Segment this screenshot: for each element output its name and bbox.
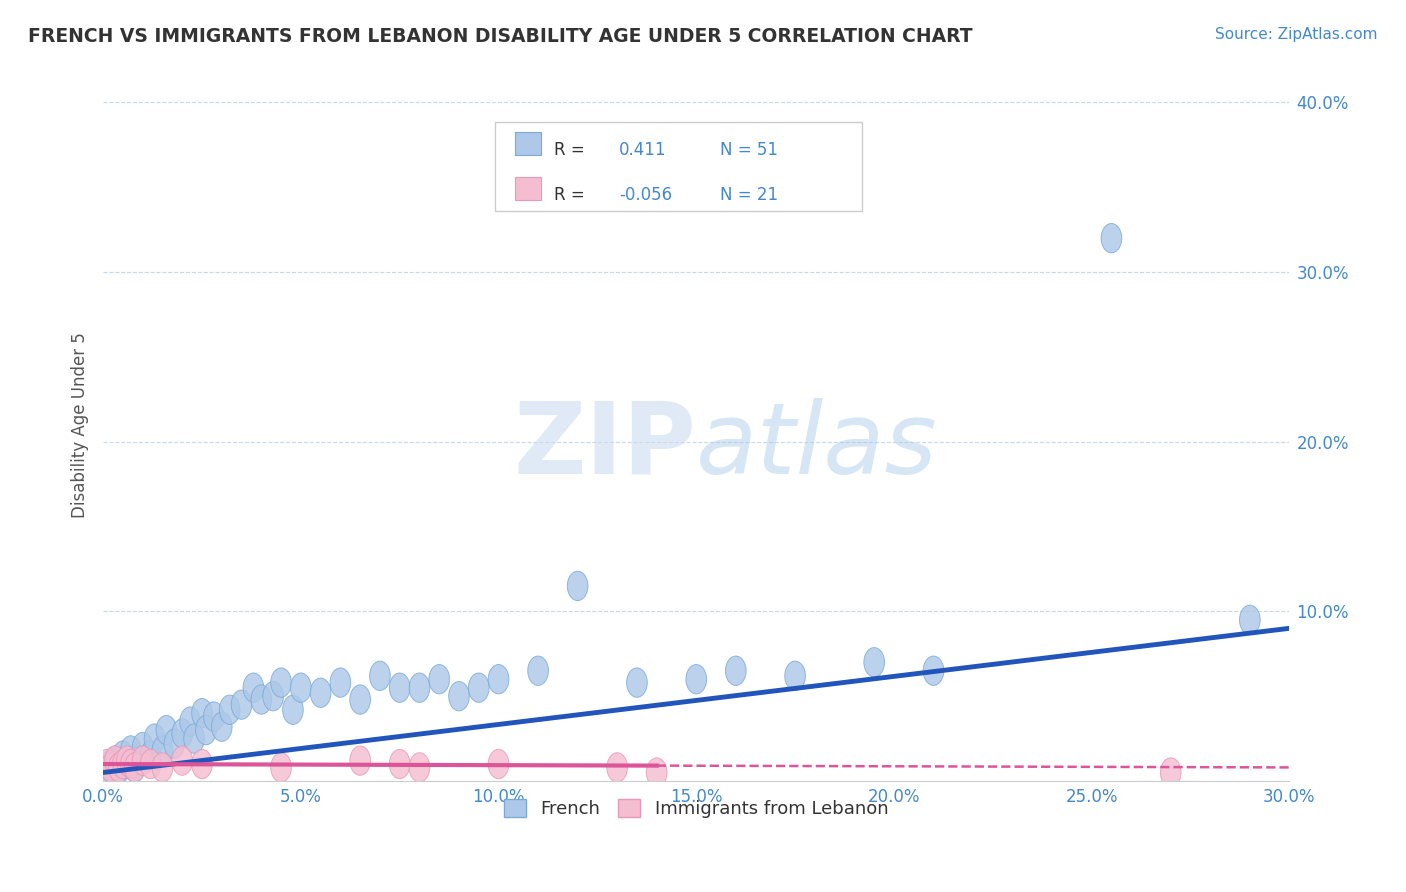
- Ellipse shape: [117, 746, 138, 775]
- Ellipse shape: [132, 732, 153, 762]
- Ellipse shape: [488, 665, 509, 694]
- Ellipse shape: [145, 724, 165, 753]
- Ellipse shape: [184, 724, 204, 753]
- Ellipse shape: [195, 715, 217, 745]
- Text: -0.056: -0.056: [619, 186, 672, 203]
- Ellipse shape: [141, 741, 160, 770]
- Ellipse shape: [468, 673, 489, 702]
- Ellipse shape: [165, 729, 184, 758]
- Ellipse shape: [101, 753, 121, 782]
- Text: R =: R =: [554, 186, 585, 203]
- Ellipse shape: [647, 758, 666, 787]
- Ellipse shape: [863, 648, 884, 677]
- Ellipse shape: [924, 656, 943, 685]
- Ellipse shape: [125, 753, 145, 782]
- Text: N = 21: N = 21: [720, 186, 778, 203]
- Ellipse shape: [785, 661, 806, 690]
- Ellipse shape: [191, 698, 212, 728]
- Ellipse shape: [125, 753, 145, 782]
- Ellipse shape: [370, 661, 391, 690]
- Ellipse shape: [252, 685, 271, 714]
- Ellipse shape: [1240, 605, 1260, 634]
- Ellipse shape: [488, 749, 509, 779]
- Ellipse shape: [152, 736, 173, 765]
- Ellipse shape: [429, 665, 450, 694]
- Ellipse shape: [104, 746, 125, 775]
- Ellipse shape: [1101, 224, 1122, 252]
- Ellipse shape: [389, 673, 411, 702]
- Ellipse shape: [97, 749, 117, 779]
- Text: R =: R =: [554, 141, 585, 159]
- Bar: [515, 132, 541, 155]
- Ellipse shape: [263, 681, 284, 711]
- Ellipse shape: [211, 712, 232, 741]
- Ellipse shape: [108, 753, 129, 782]
- Ellipse shape: [121, 749, 141, 779]
- Ellipse shape: [527, 656, 548, 685]
- Ellipse shape: [141, 749, 160, 779]
- Ellipse shape: [389, 749, 411, 779]
- Text: Source: ZipAtlas.com: Source: ZipAtlas.com: [1215, 27, 1378, 42]
- Text: 0.411: 0.411: [619, 141, 666, 159]
- Ellipse shape: [112, 749, 134, 779]
- Ellipse shape: [219, 695, 240, 724]
- Ellipse shape: [121, 736, 141, 765]
- Ellipse shape: [97, 758, 117, 787]
- Ellipse shape: [271, 753, 291, 782]
- Ellipse shape: [311, 678, 330, 707]
- Ellipse shape: [291, 673, 311, 702]
- Ellipse shape: [725, 656, 747, 685]
- Ellipse shape: [191, 749, 212, 779]
- Text: N = 51: N = 51: [720, 141, 778, 159]
- Text: atlas: atlas: [696, 398, 938, 495]
- Ellipse shape: [112, 741, 134, 770]
- Text: FRENCH VS IMMIGRANTS FROM LEBANON DISABILITY AGE UNDER 5 CORRELATION CHART: FRENCH VS IMMIGRANTS FROM LEBANON DISABI…: [28, 27, 973, 45]
- Ellipse shape: [330, 668, 350, 698]
- Ellipse shape: [156, 715, 177, 745]
- Ellipse shape: [350, 746, 370, 775]
- Ellipse shape: [409, 673, 430, 702]
- Ellipse shape: [686, 665, 707, 694]
- Ellipse shape: [117, 749, 138, 779]
- Ellipse shape: [409, 753, 430, 782]
- Ellipse shape: [101, 753, 121, 782]
- Ellipse shape: [231, 690, 252, 719]
- Ellipse shape: [204, 702, 224, 731]
- Ellipse shape: [172, 746, 193, 775]
- Bar: [515, 177, 541, 201]
- Ellipse shape: [132, 746, 153, 775]
- Ellipse shape: [243, 673, 264, 702]
- Ellipse shape: [172, 719, 193, 748]
- Legend: French, Immigrants from Lebanon: French, Immigrants from Lebanon: [498, 791, 896, 825]
- Ellipse shape: [1160, 758, 1181, 787]
- Ellipse shape: [101, 749, 121, 779]
- Ellipse shape: [627, 668, 647, 698]
- Ellipse shape: [152, 753, 173, 782]
- Ellipse shape: [104, 746, 125, 775]
- Ellipse shape: [283, 695, 304, 724]
- Ellipse shape: [180, 707, 201, 736]
- Ellipse shape: [128, 746, 149, 775]
- Y-axis label: Disability Age Under 5: Disability Age Under 5: [72, 332, 89, 517]
- Ellipse shape: [607, 753, 627, 782]
- Ellipse shape: [567, 571, 588, 600]
- FancyBboxPatch shape: [495, 122, 862, 211]
- Text: ZIP: ZIP: [513, 398, 696, 495]
- Ellipse shape: [271, 668, 291, 698]
- Ellipse shape: [350, 685, 370, 714]
- Ellipse shape: [449, 681, 470, 711]
- Ellipse shape: [108, 755, 129, 784]
